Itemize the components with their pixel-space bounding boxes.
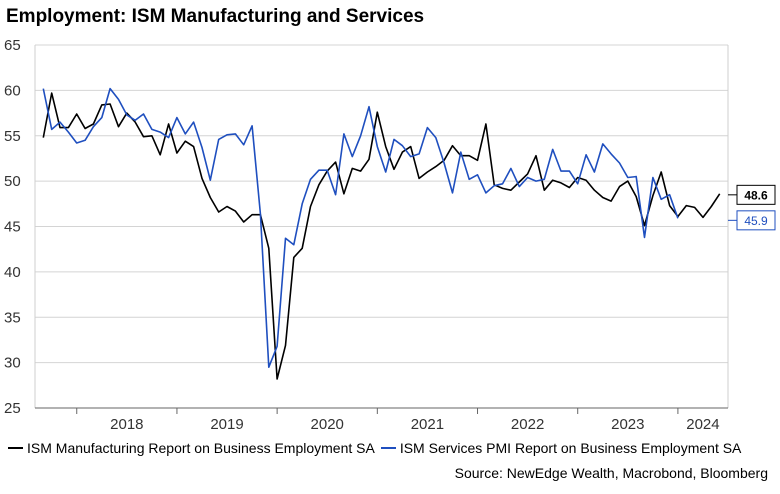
x-tick-label: 2023: [611, 416, 644, 433]
series-line-manufacturing: [42, 92, 721, 380]
x-tick-label: 2024: [686, 416, 719, 433]
value-label-box-manufacturing: [736, 184, 776, 205]
legend-label-services: ISM Services PMI Report on Business Empl…: [399, 440, 742, 456]
legend-item-services: ISM Services PMI Report on Business Empl…: [380, 440, 742, 456]
chart-title: Employment: ISM Manufacturing and Servic…: [6, 6, 425, 27]
legend-swatch-manufacturing: [8, 447, 23, 449]
x-tick-label: 2022: [511, 416, 544, 433]
y-tick-label: 50: [4, 173, 21, 190]
gridlines: [34, 44, 729, 409]
x-tick-label: 2020: [311, 416, 344, 433]
source-note: Source: NewEdge Wealth, Macrobond, Bloom…: [454, 465, 768, 481]
x-tick-label: 2021: [411, 416, 444, 433]
y-tick-label: 65: [4, 37, 21, 54]
x-tick-label: 2019: [210, 416, 243, 433]
legend-swatch-services: [380, 447, 396, 449]
series-line-services: [42, 87, 679, 369]
value-label-box-services: [736, 210, 776, 231]
value-label-manufacturing: 48.6: [744, 188, 768, 202]
legend-item-manufacturing: ISM Manufacturing Report on Business Emp…: [8, 440, 375, 456]
x-tick-label: 2018: [110, 416, 143, 433]
legend: ISM Manufacturing Report on Business Emp…: [8, 440, 747, 456]
y-tick-label: 60: [4, 82, 21, 99]
y-tick-label: 55: [4, 128, 21, 145]
y-tick-label: 30: [4, 355, 21, 372]
y-tick-label: 25: [4, 400, 21, 417]
y-tick-label: 45: [4, 219, 21, 236]
axes: 25 30 35 40 45 50 55 60 65 2018 2019 2020 2021 2022 20…: [4, 37, 728, 433]
series-lines: [42, 87, 721, 380]
legend-label-manufacturing: ISM Manufacturing Report on Business Emp…: [27, 440, 375, 456]
y-tick-label: 40: [4, 264, 21, 281]
y-tick-label: 35: [4, 309, 21, 326]
value-labels: 48.6 45.9: [728, 184, 776, 231]
value-label-services: 45.9: [744, 214, 768, 228]
